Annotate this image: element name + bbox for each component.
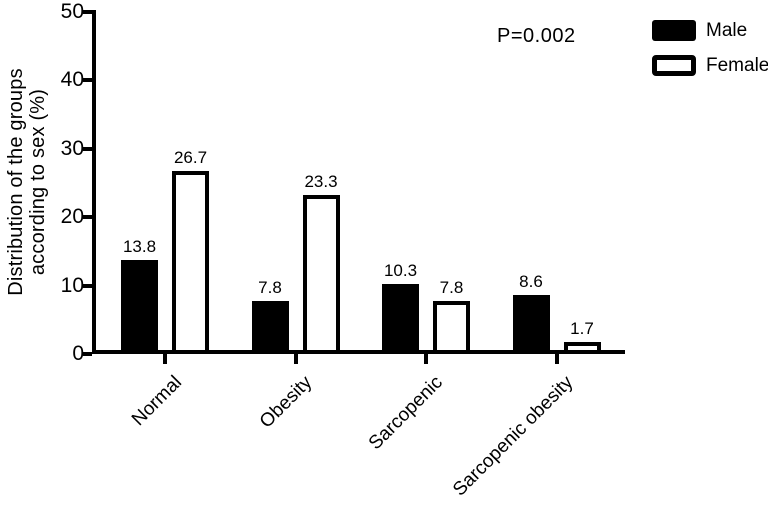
y-axis-tick bbox=[83, 352, 92, 356]
bar-male-0 bbox=[121, 260, 158, 354]
bar-male-3 bbox=[512, 295, 550, 354]
y-axis-line bbox=[92, 10, 96, 354]
y-axis-tick bbox=[83, 215, 92, 220]
female-swatch-icon bbox=[652, 55, 696, 76]
bar-female-1 bbox=[302, 195, 340, 354]
legend: Male Female bbox=[652, 20, 768, 76]
bar-male-2 bbox=[382, 284, 419, 354]
y-tick-label: 0 bbox=[72, 342, 84, 365]
bar-value-label: 7.8 bbox=[439, 278, 464, 297]
bar-male-1 bbox=[251, 301, 289, 354]
x-category-label-3: Sarcopenic obesity bbox=[448, 372, 578, 501]
y-axis-tick bbox=[83, 78, 92, 83]
y-tick-label: 20 bbox=[60, 205, 84, 229]
bar-female-0 bbox=[172, 171, 209, 354]
bar-value-label: 8.6 bbox=[519, 272, 543, 291]
x-category-label-0: Normal bbox=[127, 372, 186, 431]
p-value-annotation: P=0.002 bbox=[497, 25, 576, 47]
bar-value-label: 23.3 bbox=[304, 172, 338, 191]
bar-value-label: 26.7 bbox=[173, 148, 208, 167]
y-tick-label: 40 bbox=[60, 68, 84, 92]
legend-item-female: Female bbox=[652, 55, 768, 76]
legend-label-female: Female bbox=[706, 55, 768, 76]
x-category-label-2: Sarcopenic bbox=[364, 372, 447, 455]
x-axis-tick bbox=[293, 354, 298, 364]
y-tick-label: 10 bbox=[60, 273, 84, 297]
bar-value-label: 13.8 bbox=[122, 237, 157, 256]
x-axis-tick bbox=[424, 354, 428, 364]
bar-value-label: 7.8 bbox=[258, 278, 282, 297]
y-tick-label: 30 bbox=[60, 136, 84, 160]
x-axis-line bbox=[92, 350, 625, 354]
x-axis-tick bbox=[163, 354, 167, 364]
y-axis-tick bbox=[83, 10, 92, 14]
x-category-label-1: Obesity bbox=[255, 372, 317, 433]
bar-value-label: 1.7 bbox=[570, 319, 594, 338]
y-tick-label: 50 bbox=[60, 0, 84, 23]
male-swatch-icon bbox=[652, 20, 696, 41]
bar-female-3 bbox=[563, 342, 601, 354]
bar-female-2 bbox=[433, 301, 470, 354]
x-axis-tick bbox=[554, 354, 559, 364]
legend-item-male: Male bbox=[652, 20, 768, 41]
y-axis-tick bbox=[83, 146, 92, 151]
legend-label-male: Male bbox=[706, 20, 748, 41]
y-axis-tick bbox=[83, 283, 92, 288]
bar-value-label: 10.3 bbox=[383, 261, 418, 280]
